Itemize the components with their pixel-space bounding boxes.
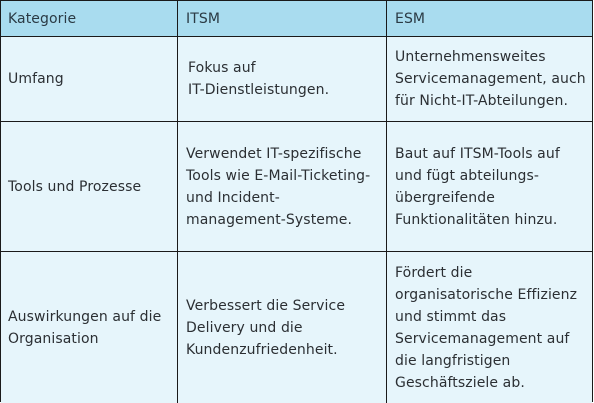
cell-category: Umfang: [1, 37, 178, 121]
header-kategorie: Kategorie: [1, 1, 178, 36]
table-row: Auswirkungen auf die Organisation Verbes…: [1, 252, 592, 403]
cell-category: Tools und Prozesse: [1, 122, 178, 251]
cell-itsm: Fokus auf IT-Dienstleistungen.: [178, 37, 387, 121]
cell-category: Auswirkungen auf die Organisation: [1, 252, 178, 403]
header-itsm: ITSM: [178, 1, 387, 36]
cell-esm: Baut auf ITSM-Tools auf und fügt abteilu…: [395, 145, 560, 228]
cell-esm: Unternehmensweites Servicemanagement, au…: [395, 49, 586, 109]
cell-esm: Fördert die organisatorische Effizienz u…: [395, 264, 578, 391]
table-row: Tools und Prozesse Verwendet IT-spezifis…: [1, 122, 592, 252]
table-header-row: Kategorie ITSM ESM: [1, 1, 592, 37]
cell-itsm: Verbessert die Service Delivery und die …: [178, 252, 387, 403]
table-row: Umfang Fokus auf IT-Dienstleistungen. Un…: [1, 37, 592, 122]
cell-itsm: Verwendet IT-spezifische Tools wie E-Mai…: [178, 122, 387, 251]
header-esm: ESM: [395, 10, 426, 27]
